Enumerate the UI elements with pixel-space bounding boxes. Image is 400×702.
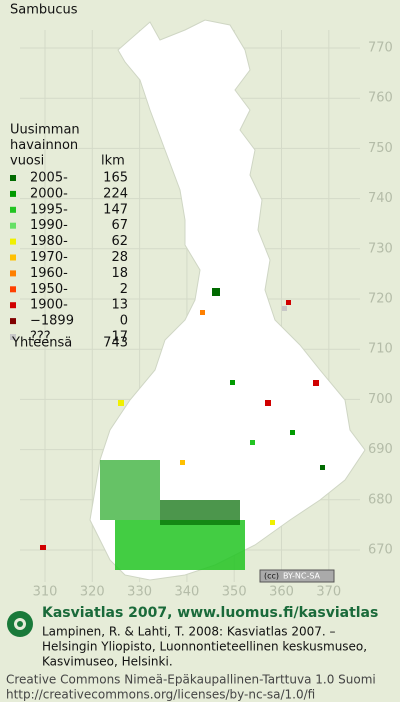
legend-label: 2005- [30, 171, 68, 186]
badge-text: BY-NC-SA [283, 572, 321, 581]
legend-swatch [10, 222, 16, 229]
legend-count: 224 [103, 186, 128, 201]
finland-outline [89, 19, 366, 581]
x-label: 310 [33, 585, 58, 600]
legend-swatch [10, 238, 16, 245]
y-label: 670 [368, 543, 393, 558]
legend-label: 1950- [30, 282, 68, 297]
legend-count: 147 [103, 202, 128, 217]
legend-label: 1990- [30, 218, 68, 233]
citation-line: Kasvimuseo, Helsinki. [42, 655, 173, 669]
legend-label: −1899 [30, 314, 74, 329]
map-title: Sambucus [10, 3, 78, 18]
site-name: Kasviatlas 2007, www.luomus.fi/kasviatla… [42, 605, 378, 621]
legend-label: 1995- [30, 202, 68, 217]
cc-mark: (cc) [264, 572, 279, 581]
y-label: 760 [368, 91, 393, 106]
x-label: 320 [80, 585, 105, 600]
observation-dots [40, 288, 325, 570]
legend-label: 1900- [30, 298, 68, 313]
total-label: Yhteensä [11, 336, 72, 351]
license-text: Creative Commons Nimeä-Epäkaupallinen-Ta… [6, 673, 376, 687]
license-url: http://creativecommons.org/licenses/by-n… [6, 688, 315, 702]
citation-line: Helsingin Yliopisto, Luonnontieteellinen… [42, 640, 367, 654]
total-count: 743 [103, 336, 128, 351]
legend-swatch [10, 206, 16, 213]
y-label: 720 [368, 292, 393, 307]
legend-label: 1980- [30, 234, 68, 249]
legend-swatch [10, 270, 16, 277]
legend-swatch [10, 190, 16, 197]
legend-count: 2 [120, 282, 128, 297]
legend-swatch [10, 254, 16, 261]
legend-swatch [10, 302, 16, 309]
legend-count: 165 [103, 171, 128, 186]
legend-swatch [10, 334, 16, 340]
x-label: 350 [222, 585, 247, 600]
legend-header: havainnon [10, 138, 78, 153]
legend-label: 2000- [30, 186, 68, 201]
legend-count: 13 [111, 298, 128, 313]
legend-swatch [10, 286, 16, 293]
legend-count: 18 [111, 266, 128, 281]
y-label: 680 [368, 492, 393, 507]
x-label: 340 [174, 585, 199, 600]
legend-count: 62 [111, 234, 128, 249]
y-label: 710 [368, 342, 393, 357]
legend-swatch [10, 318, 16, 325]
legend-swatch [10, 175, 16, 181]
license-badge: (cc) BY-NC-SA [259, 569, 335, 583]
legend-label: 1970- [30, 250, 68, 265]
legend-header: vuosi [10, 154, 44, 169]
y-label: 740 [368, 191, 393, 206]
y-label: 700 [368, 392, 393, 407]
x-label: 370 [316, 585, 341, 600]
y-label: 730 [368, 241, 393, 256]
logo [7, 611, 33, 637]
citation-line: Lampinen, R. & Lahti, T. 2008: Kasviatla… [42, 625, 336, 639]
y-label: 690 [368, 442, 393, 457]
x-label: 330 [127, 585, 152, 600]
legend-count-header: lkm [101, 154, 125, 169]
x-label: 360 [269, 585, 294, 600]
legend-count: 17 [111, 330, 128, 345]
legend-count: 67 [111, 218, 128, 233]
legend-count: 0 [120, 314, 128, 329]
y-label: 770 [368, 41, 393, 56]
legend-header: Uusimman [10, 123, 80, 138]
legend-count: 28 [111, 250, 128, 265]
legend-label: 1960- [30, 266, 68, 281]
y-label: 750 [368, 141, 393, 156]
legend-label: ??? [30, 330, 51, 345]
